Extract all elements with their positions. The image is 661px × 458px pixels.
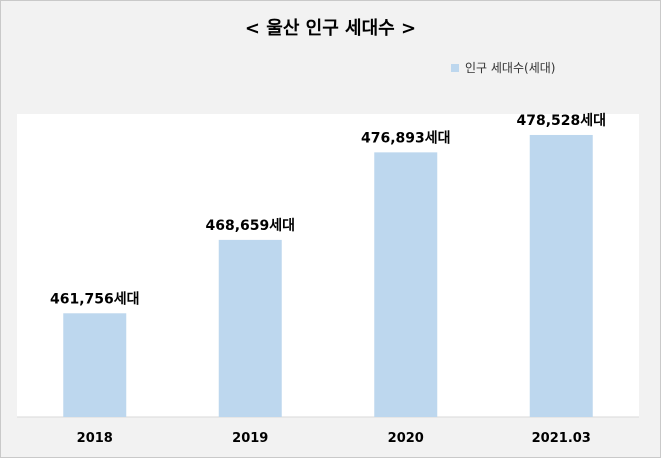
bar-1	[218, 239, 282, 417]
x-tick-label-2: 2020	[388, 431, 424, 446]
chart-title: < 울산 인구 세대수 >	[244, 18, 417, 39]
x-tick-label-1: 2019	[232, 431, 268, 446]
legend-label: 인구 세대수(세대)	[465, 61, 556, 75]
legend-swatch	[451, 63, 459, 72]
data-label-2: 476,893세대	[361, 130, 451, 146]
data-label-3: 478,528세대	[516, 113, 606, 129]
bar-3	[529, 134, 593, 418]
data-label-1: 468,659세대	[205, 218, 295, 234]
x-tick-label-3: 2021.03	[532, 431, 591, 446]
x-tick-label-0: 2018	[77, 431, 113, 446]
legend: 인구 세대수(세대)	[451, 59, 555, 76]
bar-0	[63, 313, 127, 417]
data-label-0: 461,756세대	[50, 291, 140, 307]
bar-2	[374, 152, 438, 418]
